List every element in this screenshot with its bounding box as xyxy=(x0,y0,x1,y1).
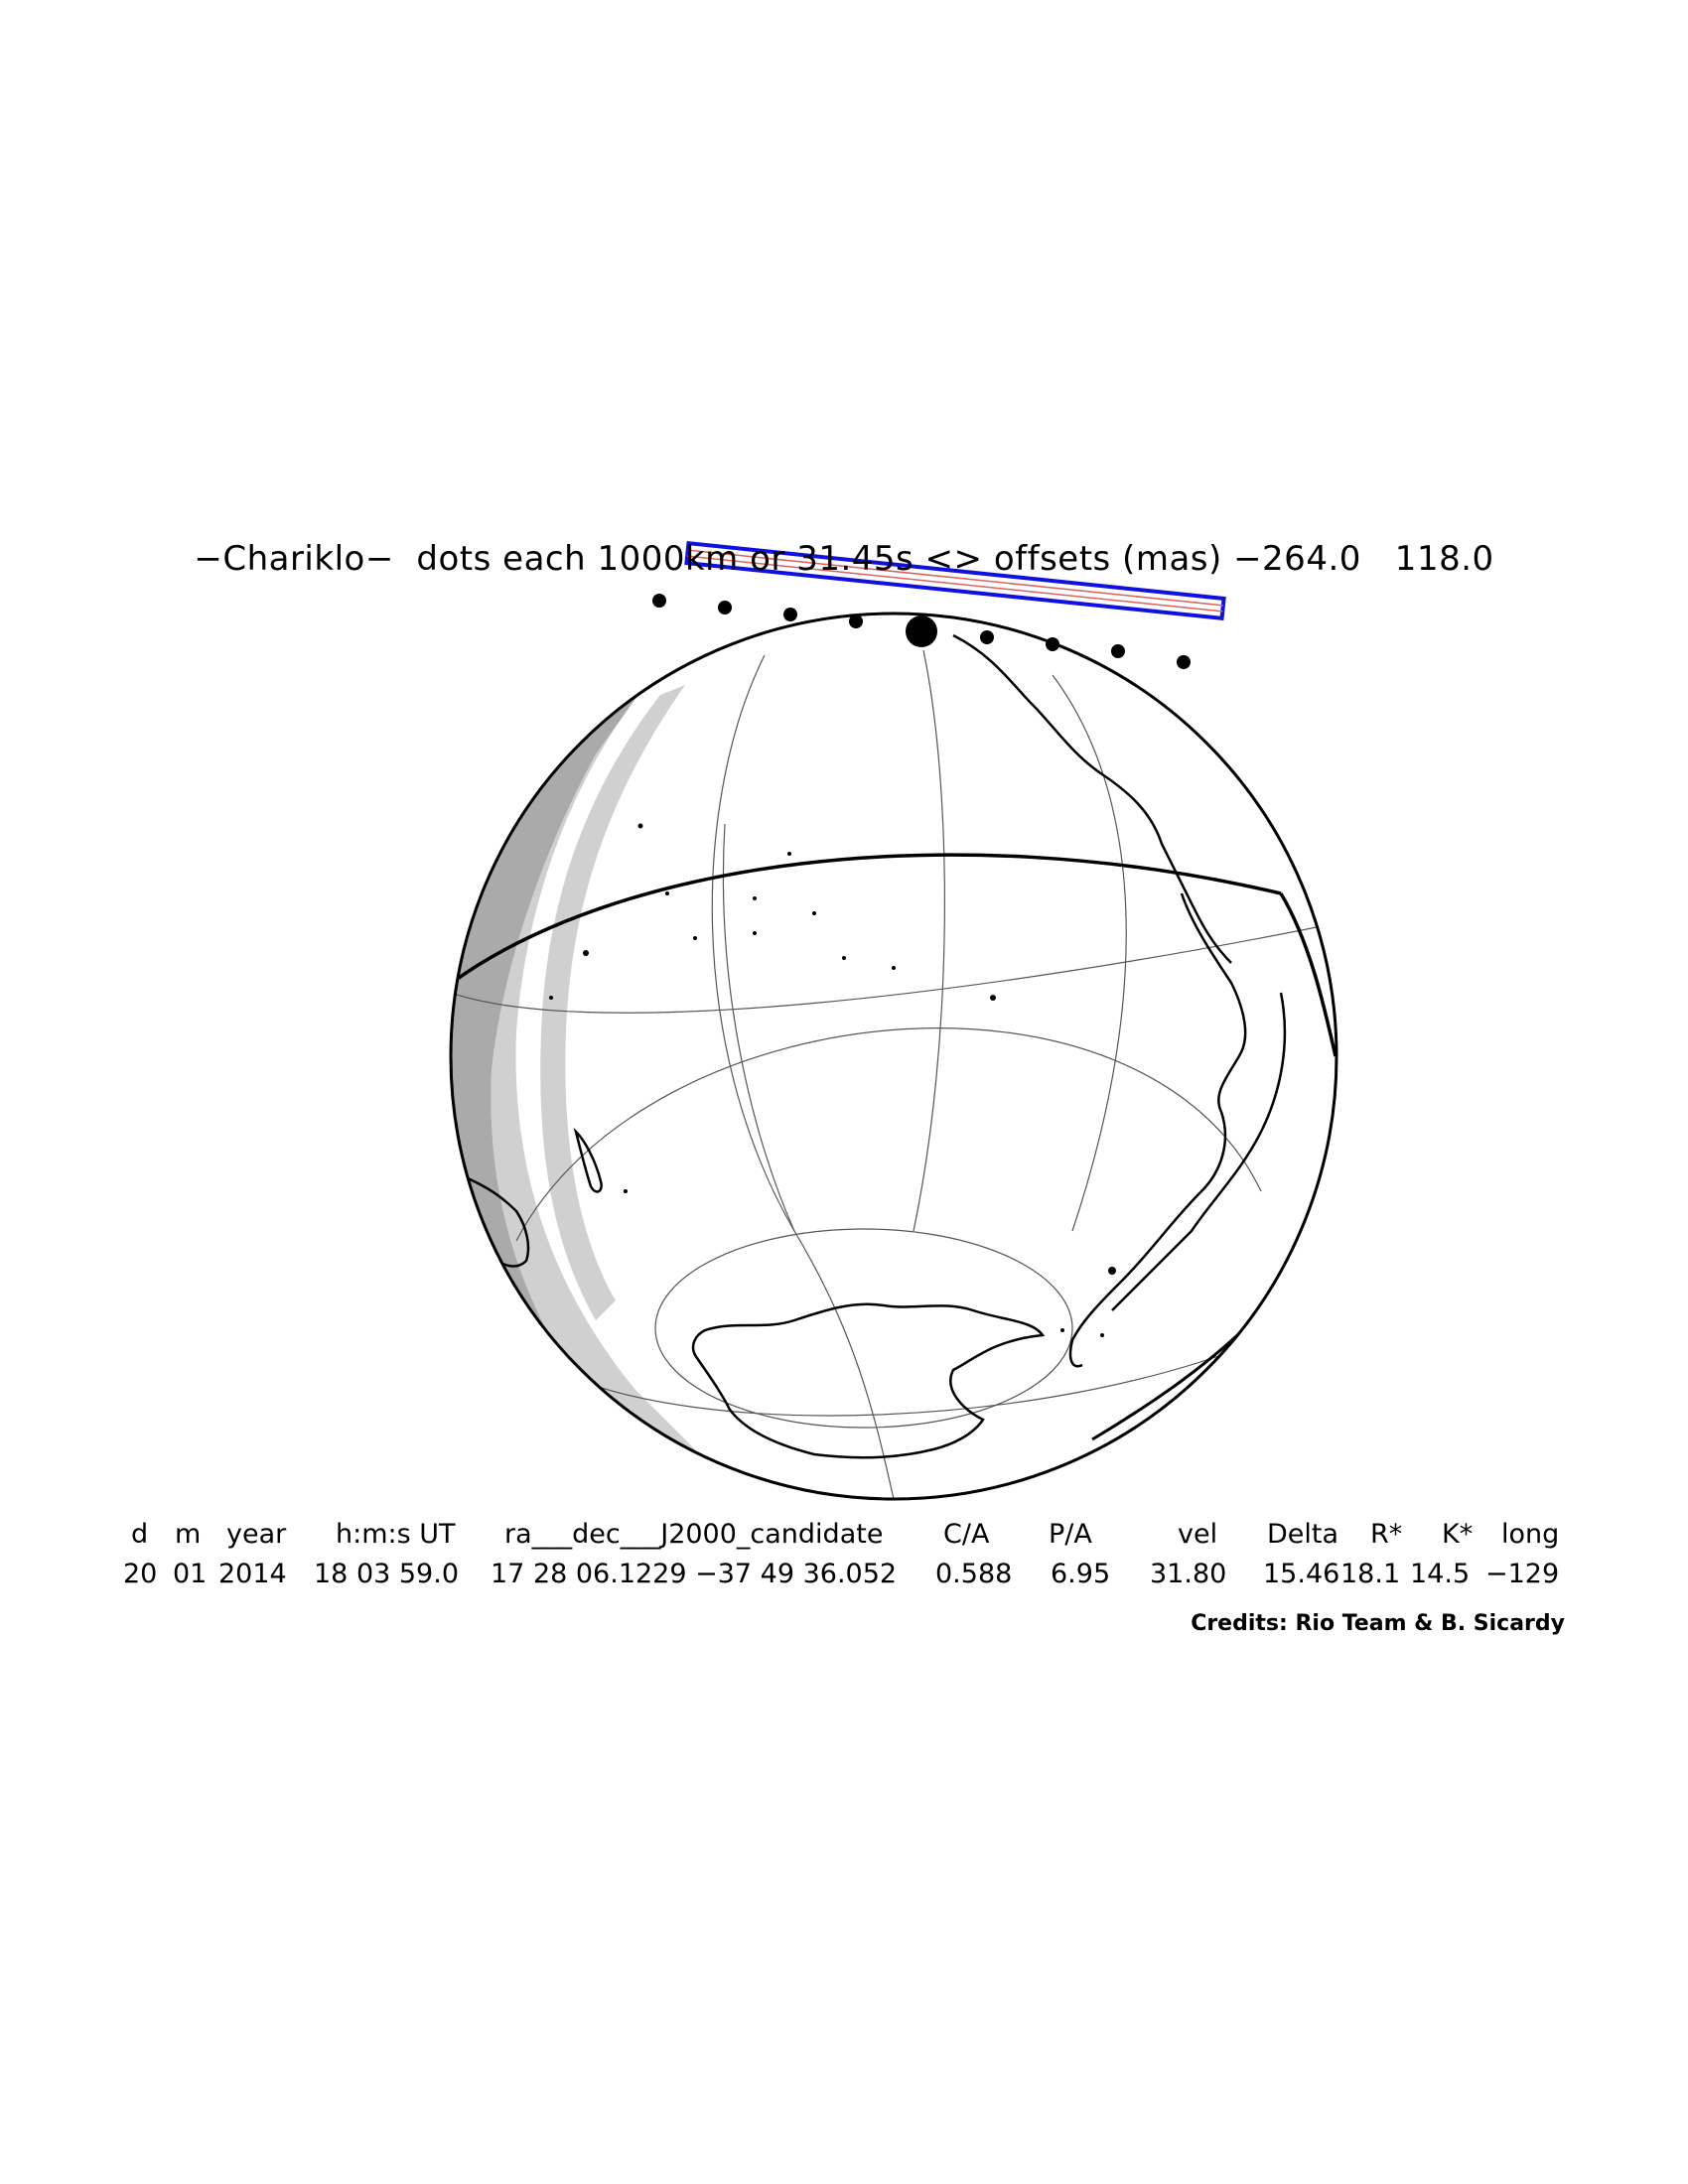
header-time: h:m:s UT xyxy=(336,1519,456,1550)
south-america-east-coast xyxy=(1111,992,1287,1311)
parallel xyxy=(515,1027,1262,1242)
value-delta: 15.46 xyxy=(1263,1559,1340,1589)
globe-outline xyxy=(449,612,1338,1501)
path-dot xyxy=(1046,637,1059,651)
central-america-coast xyxy=(1180,892,1247,1113)
path-dot xyxy=(783,608,797,621)
credits: Credits: Rio Team & B. Sicardy xyxy=(1191,1611,1565,1636)
new-zealand-coast xyxy=(573,1127,603,1193)
terminator-line xyxy=(451,853,1282,985)
coastlines xyxy=(451,633,1287,1459)
parallel xyxy=(654,1228,1073,1429)
light-shadow-region xyxy=(491,685,715,1489)
parallel xyxy=(451,922,1336,1014)
meridian xyxy=(722,823,795,1232)
path-dot xyxy=(849,614,863,628)
header-vel: vel xyxy=(1178,1519,1218,1550)
occultation-path xyxy=(684,541,1226,620)
value-ca: 0.588 xyxy=(935,1559,1013,1589)
meridian xyxy=(711,654,895,1499)
value-m: 01 xyxy=(173,1559,208,1589)
path-dot xyxy=(1177,655,1191,669)
islands xyxy=(549,823,1116,1337)
path-dot xyxy=(980,630,994,644)
value-long: −129 xyxy=(1485,1559,1560,1589)
value-pa: 6.95 xyxy=(1051,1559,1111,1589)
light-shadow-band xyxy=(540,685,685,1320)
path-dots xyxy=(652,594,1191,669)
header-d: d xyxy=(131,1519,149,1550)
value-coords: 17 28 06.1229 −37 49 36.052 xyxy=(491,1559,898,1589)
path-dot xyxy=(1111,644,1125,658)
header-kstar: K* xyxy=(1442,1519,1474,1550)
value-rstar: 18.1 xyxy=(1340,1559,1401,1589)
value-year: 2014 xyxy=(218,1559,287,1589)
meridian xyxy=(913,649,945,1232)
terminator-line xyxy=(1279,892,1336,1057)
shadow-path-band xyxy=(684,541,1226,620)
header-long: long xyxy=(1501,1519,1560,1550)
antarctica-coast xyxy=(691,1302,1046,1459)
path-dot xyxy=(652,594,666,608)
globe-disk xyxy=(451,614,1336,1499)
header-coords: ra___dec___J2000_candidate xyxy=(504,1519,884,1550)
header-pa: P/A xyxy=(1049,1519,1092,1550)
path-limit-line xyxy=(687,555,1223,613)
header-delta: Delta xyxy=(1267,1519,1339,1550)
north-america-coast xyxy=(952,633,1232,964)
value-kstar: 14.5 xyxy=(1410,1559,1471,1589)
meridian xyxy=(1052,674,1127,1232)
south-america-coast xyxy=(1068,1111,1227,1368)
path-limit-line xyxy=(687,549,1223,607)
path-dot-large xyxy=(906,615,937,647)
value-time: 18 03 59.0 xyxy=(314,1559,459,1589)
header-rstar: R* xyxy=(1370,1519,1403,1550)
graticule xyxy=(451,649,1336,1499)
header-year: year xyxy=(226,1519,287,1550)
map-title: −Chariklo− dots each 1000km or 31.45s <>… xyxy=(194,539,1494,579)
value-vel: 31.80 xyxy=(1150,1559,1227,1589)
header-ca: C/A xyxy=(943,1519,990,1550)
value-d: 20 xyxy=(123,1559,158,1589)
path-dot xyxy=(718,601,732,614)
parallel xyxy=(555,1339,1262,1417)
header-m: m xyxy=(175,1519,202,1550)
